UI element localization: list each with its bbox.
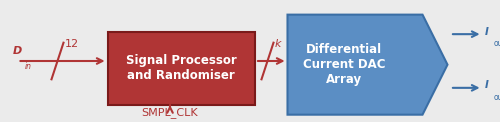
Text: SMPL_CLK: SMPL_CLK — [142, 107, 199, 118]
Text: outp: outp — [494, 39, 500, 48]
Text: 12: 12 — [65, 39, 79, 49]
Text: in: in — [25, 62, 32, 71]
Polygon shape — [288, 15, 448, 115]
Text: I: I — [485, 80, 489, 90]
Text: k: k — [275, 39, 281, 49]
Text: D: D — [12, 46, 22, 56]
Text: I: I — [485, 27, 489, 37]
Text: outn: outn — [494, 93, 500, 102]
FancyBboxPatch shape — [108, 32, 255, 105]
Text: Signal Processor
and Randomiser: Signal Processor and Randomiser — [126, 54, 236, 82]
Text: Differential
Current DAC
Array: Differential Current DAC Array — [303, 43, 386, 86]
